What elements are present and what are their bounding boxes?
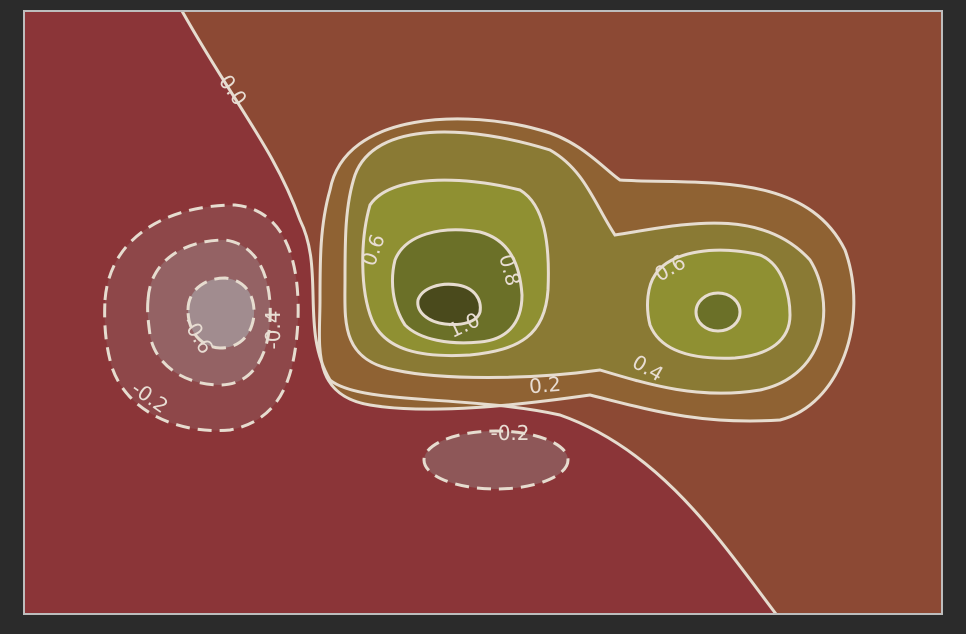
plot-frame [23, 10, 943, 615]
contour-line-neg-0-4 [146, 238, 272, 387]
contour-line-0-6-right [646, 248, 792, 360]
level-label: 0.2 [528, 372, 562, 399]
contour-line-neg-0-2-bottom [422, 429, 570, 491]
contour-band-1-0 [417, 284, 481, 325]
neg-band-0-6 [188, 278, 255, 348]
contour-line-0-0 [180, 11, 778, 614]
contour-line-0-8 [390, 228, 524, 345]
level-label: -0.4 [261, 310, 285, 349]
neg-band-0-2-bottom [424, 431, 568, 489]
contour-line-peak-right [694, 291, 742, 333]
contour-line-0-4 [343, 130, 826, 395]
contour-line-neg-0-2 [103, 203, 300, 433]
contour-line-0-6-left [361, 178, 550, 358]
contour-peak-right [696, 293, 740, 331]
level-label: -0.2 [490, 421, 529, 445]
contour-line-0-2 [317, 117, 856, 423]
contour-line-1-0 [416, 282, 482, 326]
